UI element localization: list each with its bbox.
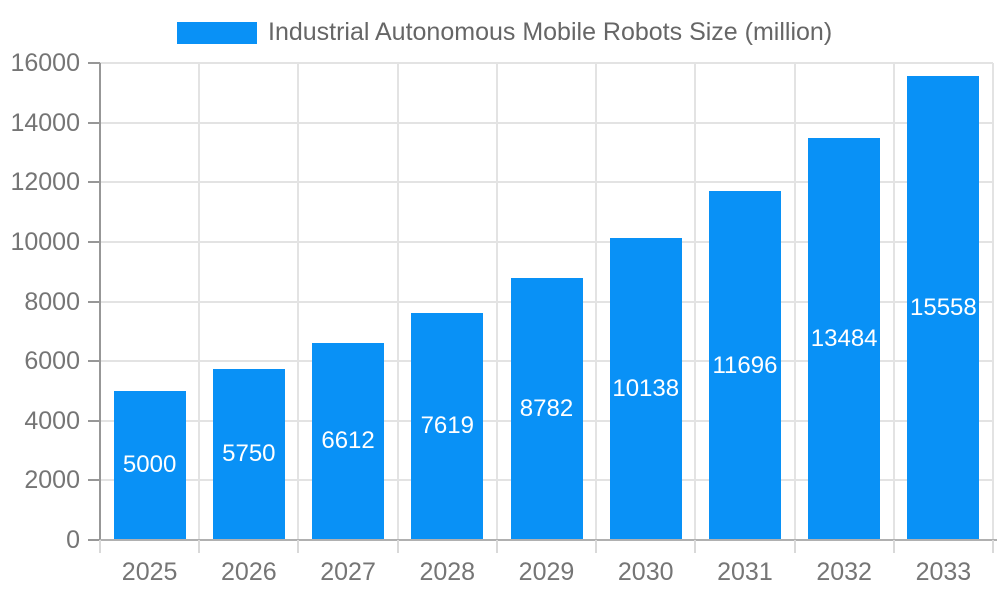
h-gridline xyxy=(100,181,993,184)
y-tick xyxy=(88,240,100,243)
h-gridline xyxy=(100,62,993,64)
y-tick xyxy=(88,419,100,422)
x-tick xyxy=(595,540,598,553)
x-tick-label: 2029 xyxy=(518,558,575,586)
v-gridline xyxy=(892,63,895,540)
y-tick xyxy=(88,300,100,303)
y-tick-label: 10000 xyxy=(10,227,80,256)
x-tick-label: 2027 xyxy=(320,558,376,586)
h-gridline xyxy=(100,240,993,243)
bar-value-label: 11696 xyxy=(712,351,778,379)
bar-value-label: 8782 xyxy=(519,395,574,423)
bar xyxy=(212,368,285,540)
y-tick-label: 4000 xyxy=(24,406,80,435)
x-tick-label: 2028 xyxy=(419,558,476,586)
y-tick-label: 8000 xyxy=(24,287,80,316)
bar xyxy=(609,237,682,540)
bar xyxy=(808,138,881,540)
bar xyxy=(312,342,385,540)
y-tick-label: 2000 xyxy=(24,466,80,495)
bar-value-label: 15558 xyxy=(910,294,977,322)
x-tick-label: 2026 xyxy=(221,558,277,586)
bar xyxy=(510,278,583,540)
x-tick-label: 2025 xyxy=(121,558,178,586)
x-tick xyxy=(495,540,498,553)
x-tick xyxy=(198,540,201,553)
y-tick-label: 14000 xyxy=(10,108,80,137)
x-tick-label: 2032 xyxy=(816,558,872,586)
y-tick xyxy=(88,62,100,64)
x-tick xyxy=(793,540,796,553)
x-tick xyxy=(992,540,994,553)
v-gridline xyxy=(495,63,498,540)
y-tick-label: 12000 xyxy=(10,168,80,197)
x-tick xyxy=(892,540,895,553)
y-axis-line xyxy=(99,63,101,541)
bar-value-label: 5750 xyxy=(222,440,276,468)
x-tick-label: 2030 xyxy=(617,558,674,586)
y-tick xyxy=(88,539,100,541)
x-tick-label: 2031 xyxy=(717,558,773,586)
v-gridline xyxy=(297,63,300,540)
x-axis-line xyxy=(99,539,997,541)
plot-area: 5000 5750 6612 7619 8782 10138 11696 13484 15558 xyxy=(100,62,994,540)
bar xyxy=(907,76,980,540)
v-gridline xyxy=(595,63,598,540)
y-tick-label: 16000 xyxy=(10,49,80,77)
x-tick xyxy=(297,540,300,553)
y-tick xyxy=(88,121,100,124)
bar-value-label: 10138 xyxy=(612,374,680,402)
y-tick-label: 6000 xyxy=(24,347,80,376)
y-tick xyxy=(88,360,100,363)
v-gridline xyxy=(793,63,796,540)
v-gridline xyxy=(198,63,201,540)
x-tick-label: 2033 xyxy=(915,558,972,586)
legend-swatch xyxy=(177,21,257,44)
y-tick xyxy=(88,479,100,482)
legend-label: Industrial Autonomous Mobile Robots Size… xyxy=(268,18,833,46)
v-gridline xyxy=(694,63,697,540)
h-gridline xyxy=(100,121,993,124)
chart-legend: Industrial Autonomous Mobile Robots Size… xyxy=(177,19,832,46)
bar xyxy=(411,312,484,540)
bar xyxy=(708,191,781,540)
bar-value-label: 6612 xyxy=(321,427,375,455)
bar-value-label: 13484 xyxy=(810,325,878,352)
bar-value-label: 5000 xyxy=(122,451,177,479)
bar xyxy=(113,390,186,540)
x-tick xyxy=(396,540,399,553)
y-tick-label: 0 xyxy=(66,526,80,554)
bar-value-label: 7619 xyxy=(420,412,474,440)
x-tick xyxy=(99,540,101,553)
y-tick xyxy=(88,181,100,184)
v-gridline xyxy=(992,63,994,540)
v-gridline xyxy=(396,63,399,540)
x-tick xyxy=(694,540,697,553)
